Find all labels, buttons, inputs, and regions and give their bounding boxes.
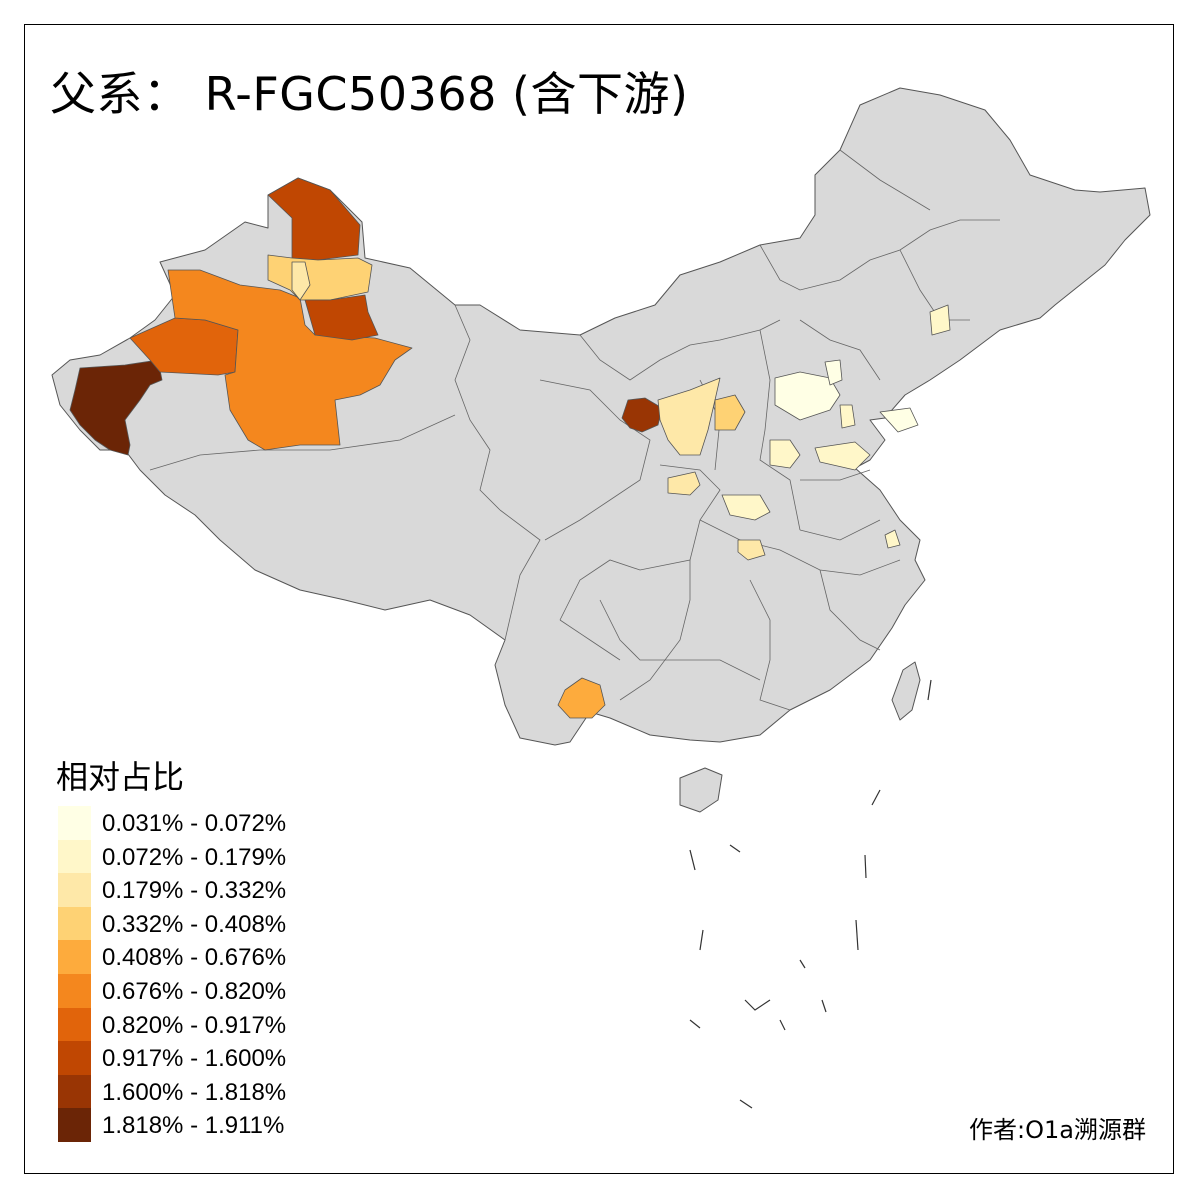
- region-shaanxi-east: [714, 394, 746, 431]
- province-borders: [149, 149, 1000, 711]
- region-hebei-b: [769, 439, 801, 469]
- north-china-regions: [769, 304, 951, 549]
- region-henan-center: [721, 494, 771, 521]
- region-shandong-b: [879, 407, 919, 433]
- region-beijing: [824, 359, 843, 386]
- legend-swatch: [58, 1007, 91, 1042]
- region-jiangsu: [884, 529, 901, 549]
- south-sea-islands: [689, 679, 932, 1109]
- map-title: 父系： R-FGC50368 (含下游): [50, 67, 689, 121]
- legend-label: 0.031% - 0.072%: [102, 810, 287, 837]
- legend-swatch: [58, 1041, 91, 1075]
- legend-swatch: [58, 940, 91, 974]
- legend-label: 0.676% - 0.820%: [102, 977, 287, 1005]
- legend-swatch: [58, 906, 91, 941]
- region-shaanxi-north: [657, 377, 721, 456]
- region-ningxia: [621, 397, 663, 433]
- region-hebei-a: [774, 371, 841, 421]
- country-outline: [51, 87, 1151, 746]
- region-hubei-north: [737, 539, 766, 561]
- legend-label: 0.179% - 0.332%: [102, 877, 287, 905]
- region-liaoning: [929, 304, 951, 336]
- region-tianjin: [839, 404, 856, 429]
- author-credit: 作者:O1a溯源群: [969, 1116, 1146, 1144]
- legend-label: 0.408% - 0.676%: [102, 944, 287, 972]
- legend-label: 1.600% - 1.818%: [102, 1078, 287, 1106]
- legend-swatch: [58, 973, 91, 1008]
- region-altay-north: [267, 177, 361, 261]
- legend-title: 相对占比: [56, 758, 185, 796]
- map-frame: [24, 24, 1174, 1174]
- legend-label: 0.820% - 0.917%: [102, 1011, 287, 1039]
- hainan-island: [679, 767, 723, 813]
- legend-label: 0.072% - 0.179%: [102, 843, 287, 871]
- legend-swatch: [58, 1108, 91, 1142]
- legend-label: 0.332% - 0.408%: [102, 910, 287, 938]
- legend-label: 1.818% - 1.911%: [102, 1112, 285, 1140]
- region-north-lighter: [291, 261, 311, 301]
- legend-label: 0.917% - 1.600%: [102, 1045, 287, 1073]
- region-shandong-a: [814, 441, 871, 471]
- taiwan-island: [891, 661, 921, 721]
- region-yunnan-south: [557, 677, 606, 719]
- central-north-regions: [657, 377, 771, 561]
- region-shaanxi-south: [667, 471, 701, 496]
- xinjiang-regions: [69, 177, 413, 456]
- legend-swatch: [58, 806, 91, 840]
- region-east-dark: [304, 294, 379, 341]
- legend-swatch: [58, 839, 91, 874]
- legend-swatch: [58, 873, 91, 907]
- legend-swatch: [58, 1074, 91, 1109]
